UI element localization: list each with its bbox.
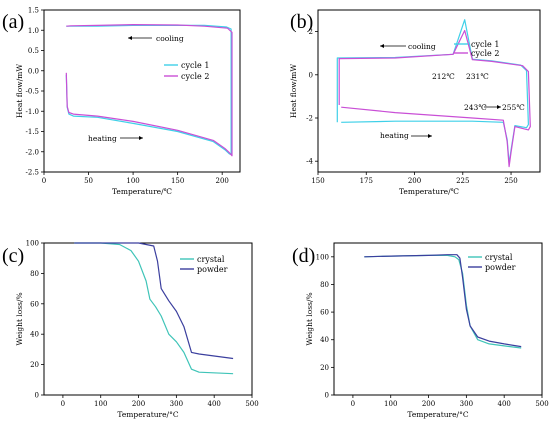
panel-a-legend-label: cycle 1 [181,61,209,70]
panel-d-y-tick-label: 40 [320,336,329,344]
panel-b-temp-arrow-head [497,105,501,109]
panel-d-legend-label: powder [485,263,516,272]
panel-c-x-tick-label: 200 [132,400,145,408]
panel-b-y-axis-label: Heat flow/mW [289,64,298,118]
panel-b-x-tick-label: 200 [408,177,421,185]
panel-c-legend-label: powder [197,265,228,274]
panel-a-y-axis-label: Heat flow/mW [15,64,24,118]
panel-b-letter: (b) [290,11,313,33]
panel-a-x-tick-label: 50 [84,177,93,185]
panel-d-y-tick-label: 20 [320,364,329,372]
panel-a-y-tick-label: -1.0 [26,108,40,116]
panel-b-x-tick-label: 225 [456,177,469,185]
panel-b-annotation-231: 231℃ [466,72,489,81]
panel-a-y-tick-label: -2.0 [26,148,40,156]
panel-b-annotation-243: 243℃ [464,103,487,112]
panel-d-x-tick-label: 500 [535,400,548,408]
panel-a-y-tick-label: -2.5 [26,169,40,177]
panel-b-cooling-arrow-head [380,44,384,48]
panel-c-y-tick-label: 80 [30,270,39,278]
panel-a-annotation-cooling: cooling [156,34,184,43]
panel-c-letter: (c) [2,245,24,267]
panel-d-letter: (d) [292,245,315,267]
panel-a-heating-arrow-head [139,136,143,140]
panel-c-y-axis-label: Weight loss/% [15,292,24,345]
panel-a-x-tick-label: 150 [171,177,184,185]
panel-a-x-axis-label: Temperature/℃ [112,187,172,196]
panel-b-annotation-heating: heating [380,131,409,140]
panel-b-y-tick-label: -2 [306,115,313,123]
panel-c-y-tick-label: 60 [30,300,39,308]
panel-c-y-tick-label: 100 [26,240,39,248]
panel-c-y-tick-label: 40 [30,331,39,339]
panel-d-x-tick-label: 0 [351,400,355,408]
panel-b-y-tick-label: -4 [306,158,313,166]
panel-d-y-tick-label: 0 [325,392,329,400]
panel-a-x-tick-label: 100 [126,177,139,185]
panel-a-y-tick-label: -0.5 [26,88,40,96]
panel-c-x-axis-label: Temperature/°C [117,410,178,419]
panel-a-annotation-heating: heating [88,134,117,143]
panel-c-legend-label: crystal [197,255,225,264]
panel-b-heating-arrow-head [428,134,432,138]
panel-b-x-axis-label: Temperature/℃ [399,187,459,196]
panel-b-x-tick-label: 150 [311,177,324,185]
panel-d-series-powder [364,254,522,348]
panel-c-x-tick-label: 300 [170,400,183,408]
panel-c-x-tick-label: 0 [61,400,65,408]
panel-b-y-tick-label: 2 [309,28,313,36]
panel-d-x-tick-label: 300 [460,400,473,408]
panel-d-y-tick-label: 60 [320,309,329,317]
panel-d-legend-label: crystal [485,253,513,262]
panel-a-series-cycle-2 [65,24,233,157]
panel-a-y-tick-label: 1.5 [28,7,39,15]
panel-a-plot-frame [43,9,241,173]
panel-b-plot-frame [317,9,541,173]
panel-a-cooling-arrow-head [128,36,132,40]
panel-d-y-axis-label: Weight loss/% [305,292,314,345]
panel-b-x-tick-label: 175 [360,177,373,185]
panel-b-annotation-cooling: cooling [408,42,436,51]
panel-b-legend-label: cycle 2 [471,49,499,58]
panel-a-y-tick-label: 0.0 [28,67,39,75]
panel-a-x-tick-label: 0 [42,177,46,185]
panel-b-series-cycle-2 [338,29,531,168]
panel-d-plot-frame [333,242,543,396]
panel-d-y-tick-label: 80 [320,281,329,289]
panel-a-y-tick-label: 1.0 [28,27,39,35]
panel-b-annotation-212: 212℃ [432,72,455,81]
panel-c-x-tick-label: 100 [94,400,107,408]
panel-d-x-axis-label: Temperature/°C [407,410,468,419]
panel-a-x-tick-label: 200 [215,177,228,185]
panel-b-y-tick-label: 0 [309,71,313,79]
panel-a-y-tick-label: -1.5 [26,128,40,136]
panel-c-x-tick-label: 500 [245,400,258,408]
panel-c-x-tick-label: 400 [207,400,220,408]
panel-d-y-tick-label: 100 [316,253,329,261]
panel-c-series-crystal [74,242,234,375]
panel-c-y-tick-label: 20 [30,361,39,369]
panel-d-x-tick-label: 400 [497,400,510,408]
panel-a-y-tick-label: 0.5 [28,47,39,55]
panel-d-x-tick-label: 200 [422,400,435,408]
panel-d-x-tick-label: 100 [384,400,397,408]
panel-b-annotation-255: 255℃ [502,103,525,112]
panel-a-letter: (a) [2,11,24,33]
panel-b-x-tick-label: 250 [504,177,517,185]
panel-a-series-cycle-1 [65,24,232,156]
panel-b-legend-label: cycle 1 [471,40,499,49]
panel-c-plot-frame [43,242,253,396]
panel-c-y-tick-label: 0 [35,392,39,400]
panel-a-legend-label: cycle 2 [181,72,209,81]
panel-c-series-powder [74,242,234,360]
